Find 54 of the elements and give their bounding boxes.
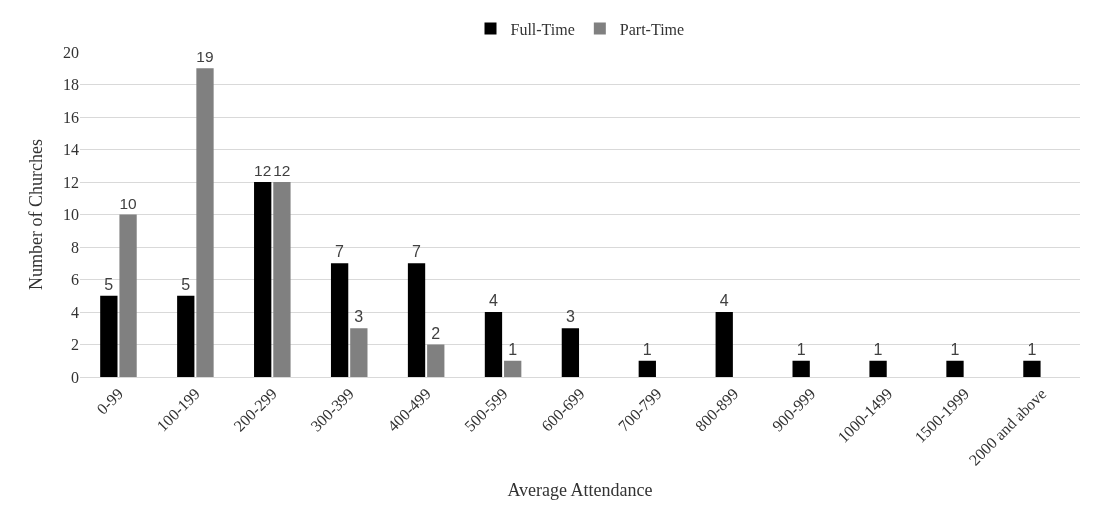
bar xyxy=(119,214,137,377)
x-tick-label: 0-99 xyxy=(93,384,127,418)
y-tick-label: 16 xyxy=(63,108,79,126)
data-label: 3 xyxy=(354,308,364,326)
data-label: 7 xyxy=(412,243,422,261)
y-tick-label: 12 xyxy=(63,173,79,191)
y-axis-title: Number of Churches xyxy=(26,139,47,290)
bar xyxy=(196,68,214,377)
bar xyxy=(715,312,733,377)
data-label: 1 xyxy=(796,340,806,358)
bar xyxy=(1023,360,1041,377)
y-tick-label: 8 xyxy=(71,238,79,256)
data-label: 4 xyxy=(719,292,729,309)
bar xyxy=(177,295,195,377)
bar xyxy=(946,360,964,377)
y-tick-label: 6 xyxy=(71,271,79,289)
bar xyxy=(561,328,580,377)
data-label: 1 xyxy=(950,340,960,358)
data-label: 12 xyxy=(254,162,272,180)
bar xyxy=(792,360,810,377)
y-tick-label: 18 xyxy=(63,76,79,94)
data-label: 1 xyxy=(508,340,518,358)
data-label: 7 xyxy=(335,243,345,261)
y-tick-label: 2 xyxy=(71,336,79,354)
x-axis-title: Average Attendance xyxy=(507,479,653,500)
data-label: 1 xyxy=(1027,340,1037,358)
bar xyxy=(638,360,656,377)
bar xyxy=(869,360,887,377)
data-label: 4 xyxy=(488,292,498,309)
data-label: 12 xyxy=(273,162,291,180)
bar xyxy=(484,312,503,377)
data-label: 2 xyxy=(431,324,441,342)
bar xyxy=(350,328,368,377)
data-label: 3 xyxy=(565,308,575,326)
legend-label: Full-Time xyxy=(510,20,575,38)
bar xyxy=(273,182,291,377)
bar xyxy=(427,344,445,377)
data-label: 10 xyxy=(119,194,137,212)
y-tick-label: 0 xyxy=(71,368,79,386)
data-label: 19 xyxy=(196,48,214,66)
data-label: 5 xyxy=(104,275,114,293)
bar xyxy=(254,182,272,377)
y-tick-label: 20 xyxy=(63,43,79,61)
y-tick-label: 4 xyxy=(71,303,79,321)
bar xyxy=(504,360,522,377)
bar xyxy=(330,263,349,377)
legend-label: Part-Time xyxy=(619,20,685,38)
data-label: 5 xyxy=(181,275,191,293)
bar xyxy=(407,263,426,377)
y-tick-label: 10 xyxy=(63,206,79,224)
y-tick-label: 14 xyxy=(63,141,79,159)
data-label: 1 xyxy=(873,340,883,358)
bar xyxy=(100,295,118,377)
data-label: 1 xyxy=(642,340,652,358)
